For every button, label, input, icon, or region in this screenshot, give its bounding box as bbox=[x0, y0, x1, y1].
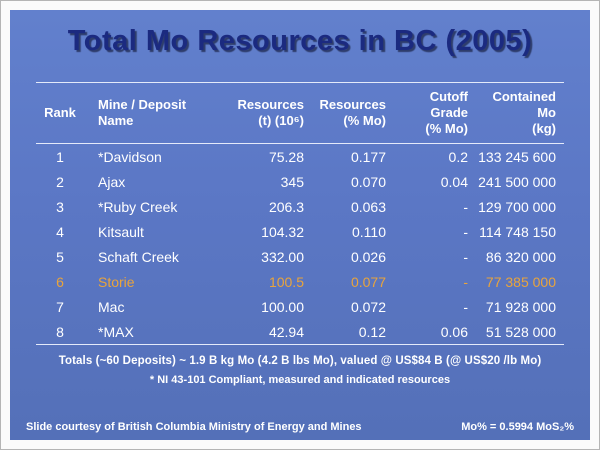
cell-resources_t: 104.32 bbox=[261, 223, 304, 240]
cell-cutoff: - bbox=[463, 273, 468, 290]
cell-cutoff: - bbox=[463, 298, 468, 315]
cell-resources_t: 75.28 bbox=[268, 148, 304, 165]
table-row: 8 *MAX 42.94 0.12 0.06 51 528 000 bbox=[36, 319, 564, 344]
table-body: 1 *Davidson 75.28 0.177 0.2 133 245 600 2 Ajax 3… bbox=[36, 144, 564, 344]
cell-rank: 5 bbox=[56, 248, 64, 265]
cell-resources_pct: 0.072 bbox=[350, 298, 386, 315]
cell-name: Ajax bbox=[98, 173, 126, 190]
cell-resources_pct: 0.177 bbox=[350, 148, 386, 165]
table-row: 7 Mac 100.00 0.072 -71 928 000 bbox=[36, 294, 564, 319]
header-contained: Contained Mo (kg) bbox=[492, 88, 556, 137]
totals-line: Totals (~60 Deposits) ~ 1.9 B kg Mo (4.2… bbox=[58, 355, 542, 367]
table-row: 4 Kitsault 104.32 0.110 -114 748 150 bbox=[36, 219, 564, 244]
cell-contained: 133 245 600 bbox=[478, 148, 556, 165]
header-rank: Rank bbox=[44, 104, 76, 120]
cell-resources_t: 100.00 bbox=[261, 298, 304, 315]
cell-name: Kitsault bbox=[98, 223, 144, 240]
cell-name: Storie bbox=[98, 273, 135, 290]
credit-row: Slide courtesy of British Columbia Minis… bbox=[26, 421, 574, 433]
cell-resources_t: 100.5 bbox=[268, 273, 304, 290]
table-row: 1 *Davidson 75.28 0.177 0.2 133 245 600 bbox=[36, 144, 564, 169]
cell-rank: 8 bbox=[56, 323, 64, 340]
table-header-row: Rank Mine / Deposit Name Resources (t) (… bbox=[36, 83, 564, 143]
divider-line-bottom bbox=[36, 344, 564, 345]
cell-resources_pct: 0.12 bbox=[358, 323, 386, 340]
cell-name: *MAX bbox=[98, 323, 134, 340]
divider-line-header bbox=[36, 143, 564, 144]
cell-name: Schaft Creek bbox=[98, 248, 179, 265]
cell-rank: 4 bbox=[56, 223, 64, 240]
cell-rank: 3 bbox=[56, 198, 64, 215]
cell-cutoff: - bbox=[463, 248, 468, 265]
cell-cutoff: - bbox=[463, 223, 468, 240]
cell-rank: 1 bbox=[56, 148, 64, 165]
cell-resources_pct: 0.070 bbox=[350, 173, 386, 190]
table-row: 3 *Ruby Creek 206.3 0.063 -129 700 000 bbox=[36, 194, 564, 219]
cell-contained: 71 928 000 bbox=[485, 298, 556, 315]
cell-contained: 129 700 000 bbox=[478, 198, 556, 215]
formula-label: Mo% = 0.5994 MoS₂% bbox=[461, 421, 574, 433]
cell-resources_pct: 0.077 bbox=[350, 273, 386, 290]
cell-cutoff: - bbox=[463, 198, 468, 215]
cell-cutoff: 0.2 bbox=[448, 148, 468, 165]
header-name: Mine / Deposit Name bbox=[98, 96, 187, 128]
cell-rank: 6 bbox=[56, 273, 64, 290]
cell-name: Mac bbox=[98, 298, 125, 315]
cell-resources_pct: 0.026 bbox=[350, 248, 386, 265]
header-resources-pct: Resources (% Mo) bbox=[319, 96, 386, 128]
table-row: 6 Storie 100.5 0.077 -77 385 000 bbox=[36, 269, 564, 294]
cell-contained: 241 500 000 bbox=[478, 173, 556, 190]
cell-name: *Davidson bbox=[98, 148, 162, 165]
cell-cutoff: 0.04 bbox=[440, 173, 468, 190]
cell-resources_pct: 0.110 bbox=[352, 223, 386, 240]
cell-rank: 2 bbox=[56, 173, 64, 190]
header-resources-t: Resources (t) (10⁶) bbox=[237, 96, 304, 128]
cell-rank: 7 bbox=[56, 298, 64, 315]
cell-name: *Ruby Creek bbox=[98, 198, 178, 215]
cell-resources_t: 206.3 bbox=[268, 198, 304, 215]
divider-line-top bbox=[36, 82, 564, 83]
table-row: 2 Ajax 345 0.070 0.04 241 500 000 bbox=[36, 169, 564, 194]
cell-cutoff: 0.06 bbox=[440, 323, 468, 340]
resources-table: Rank Mine / Deposit Name Resources (t) (… bbox=[36, 82, 564, 345]
cell-contained: 77 385 000 bbox=[485, 273, 556, 290]
cell-contained: 51 528 000 bbox=[485, 323, 556, 340]
cell-resources_pct: 0.063 bbox=[350, 198, 386, 215]
cell-resources_t: 345 bbox=[280, 173, 304, 190]
credit-line: Slide courtesy of British Columbia Minis… bbox=[26, 421, 362, 433]
slide: Total Mo Resources in BC (2005) Rank Min… bbox=[10, 10, 590, 440]
header-cutoff: Cutoff Grade (% Mo) bbox=[425, 88, 468, 137]
table-row: 5 Schaft Creek 332.00 0.026 -86 320 000 bbox=[36, 244, 564, 269]
cell-resources_t: 332.00 bbox=[261, 248, 304, 265]
cell-contained: 114 748 150 bbox=[479, 223, 556, 240]
cell-resources_t: 42.94 bbox=[268, 323, 304, 340]
compliance-note: * NI 43-101 Compliant, measured and indi… bbox=[149, 374, 451, 386]
slide-title: Total Mo Resources in BC (2005) bbox=[67, 25, 533, 57]
cell-contained: 86 320 000 bbox=[485, 248, 556, 265]
